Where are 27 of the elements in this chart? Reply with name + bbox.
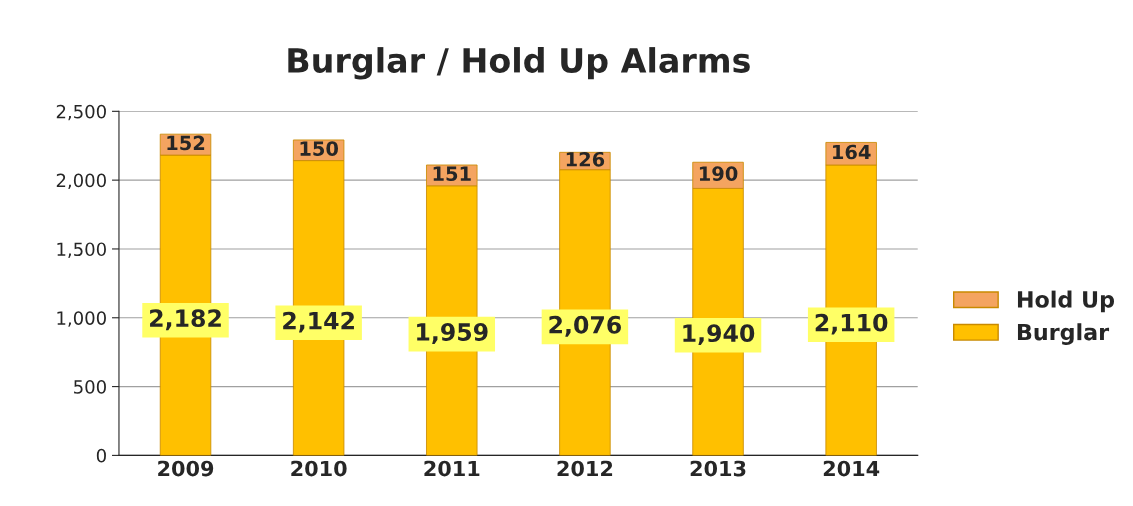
y-tick-label: 2,000	[56, 173, 106, 190]
data-label: 190	[699, 166, 738, 181]
x-tick-label: 2009	[158, 460, 214, 477]
x-tick-label: 2011	[424, 460, 480, 477]
y-tick-label: 2,500	[56, 104, 106, 121]
data-label: 151	[433, 166, 471, 182]
x-tick-label: 2012	[557, 460, 613, 477]
data-label: 2,182	[150, 309, 221, 331]
data-label: 1,940	[683, 324, 755, 346]
y-tick-label: 0	[96, 448, 106, 463]
y-tick-label: 1,000	[57, 311, 106, 327]
x-tick-label: 2014	[823, 460, 880, 477]
chart-title: Burglar / Hold Up Alarms	[288, 47, 750, 80]
y-tick-label: 1,500	[57, 242, 106, 258]
legend-label: Hold Up	[1017, 290, 1115, 313]
data-label: 164	[833, 144, 871, 160]
x-tick-label: 2013	[690, 460, 746, 477]
x-tick-label: 2010	[291, 460, 347, 477]
data-label: 126	[566, 151, 605, 167]
data-label: 152	[167, 135, 205, 151]
data-label: 150	[300, 141, 339, 156]
data-label: 2,076	[549, 315, 621, 337]
data-label: 1,959	[417, 323, 488, 344]
data-label: 2,142	[283, 311, 354, 333]
legend-label: Burglar	[1017, 323, 1110, 345]
y-tick-label: 500	[74, 380, 106, 394]
data-label: 2,110	[815, 313, 888, 335]
